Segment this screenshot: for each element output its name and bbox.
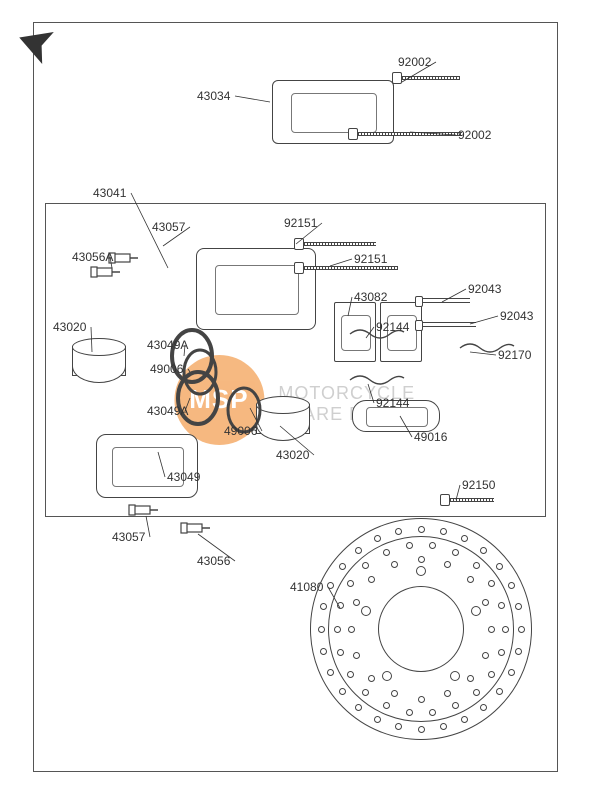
leader-41080	[328, 587, 340, 608]
leader-92144a	[366, 327, 374, 338]
leaders-layer	[0, 0, 589, 799]
leader-49006a	[188, 369, 190, 372]
leader-92144b	[368, 384, 374, 403]
callout-43082: 43082	[354, 290, 387, 304]
callout-92002b: 92002	[458, 128, 491, 142]
leader-92150	[456, 485, 460, 500]
callout-43049A1: 43049A	[147, 338, 188, 352]
callout-43041: 43041	[93, 186, 126, 200]
leader-92043a	[442, 289, 466, 302]
callout-43020b: 43020	[276, 448, 309, 462]
callout-43056: 43056	[197, 554, 230, 568]
leader-92002b	[410, 132, 456, 135]
leader-43057b	[146, 516, 150, 537]
callout-43034: 43034	[197, 89, 230, 103]
callout-92151b: 92151	[354, 252, 387, 266]
leader-49016	[400, 416, 412, 437]
leader-92043b	[470, 316, 498, 324]
callout-43057a: 43057	[152, 220, 185, 234]
callout-43056A: 43056A	[72, 250, 113, 264]
callout-43020a: 43020	[53, 320, 86, 334]
callout-92151a: 92151	[284, 216, 317, 230]
callout-92170: 92170	[498, 348, 531, 362]
callout-92144b: 92144	[376, 396, 409, 410]
callout-43049A2: 43049A	[147, 404, 188, 418]
callout-92150: 92150	[462, 478, 495, 492]
callout-92043a: 92043	[468, 282, 501, 296]
leader-92151b	[330, 259, 352, 266]
leader-43049	[158, 452, 165, 477]
callout-43049: 43049	[167, 470, 200, 484]
callout-49016: 49016	[414, 430, 447, 444]
leader-43020a	[91, 327, 92, 352]
callout-92144a: 92144	[376, 320, 409, 334]
callout-49006b: 49006	[224, 424, 257, 438]
callout-43057b: 43057	[112, 530, 145, 544]
callout-92002a: 92002	[398, 55, 431, 69]
leader-43082	[348, 297, 352, 316]
leader-43034	[235, 96, 270, 102]
leader-92170	[470, 352, 496, 355]
callout-49006a: 49006	[150, 362, 183, 376]
callout-92043b: 92043	[500, 309, 533, 323]
callout-41080: 41080	[290, 580, 323, 594]
